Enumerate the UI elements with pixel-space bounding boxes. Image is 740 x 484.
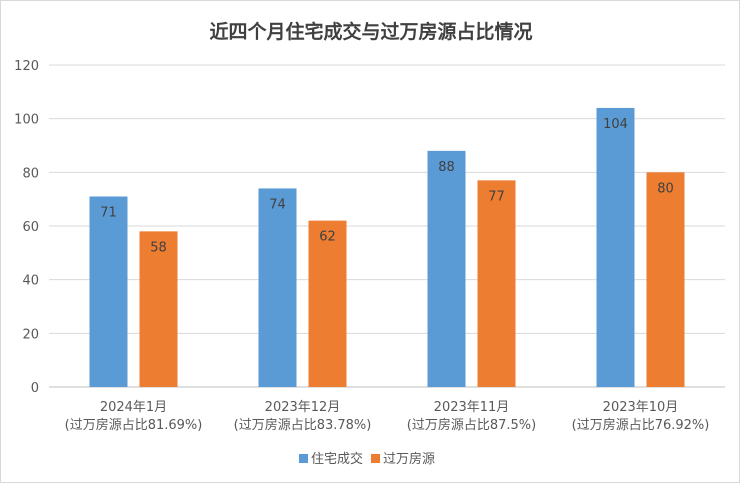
y-tick-label: 120 (14, 59, 39, 74)
x-tick-label: 2024年1月 (100, 400, 167, 415)
bar-residential (89, 196, 128, 387)
bar-residential (596, 107, 635, 387)
data-label: 58 (150, 240, 167, 255)
legend-label: 过万房源 (383, 451, 435, 467)
x-tick-sublabel: (过万房源占比76.92%) (572, 417, 710, 433)
y-tick-label: 20 (22, 327, 39, 342)
legend-label: 住宅成交 (311, 451, 363, 467)
y-tick-label: 80 (22, 166, 39, 181)
bar-over10k (308, 220, 347, 387)
x-tick-sublabel: (过万房源占比83.78%) (234, 417, 372, 433)
legend-swatch (299, 454, 308, 463)
data-label: 88 (438, 160, 455, 175)
bar-residential (258, 188, 297, 387)
bar-residential (427, 150, 466, 387)
x-tick-label: 2023年12月 (265, 400, 341, 415)
y-tick-label: 0 (31, 381, 39, 396)
x-tick-label: 2023年11月 (434, 400, 510, 415)
bar-over10k (139, 231, 178, 387)
data-label: 74 (269, 197, 286, 212)
data-label: 71 (100, 205, 117, 220)
chart-title: 近四个月住宅成交与过万房源占比情况 (209, 21, 533, 43)
y-tick-label: 60 (22, 220, 39, 235)
x-tick-sublabel: (过万房源占比87.5%) (407, 417, 536, 433)
bar-over10k (646, 172, 685, 387)
y-tick-label: 100 (14, 113, 39, 128)
data-label: 80 (657, 181, 674, 196)
bar-over10k (477, 180, 516, 387)
x-tick-label: 2023年10月 (603, 400, 679, 415)
data-label: 77 (488, 189, 505, 204)
x-tick-sublabel: (过万房源占比81.69%) (65, 417, 203, 433)
data-label: 62 (319, 230, 336, 245)
y-tick-label: 40 (22, 274, 39, 289)
data-label: 104 (603, 117, 628, 132)
legend-swatch (371, 454, 380, 463)
